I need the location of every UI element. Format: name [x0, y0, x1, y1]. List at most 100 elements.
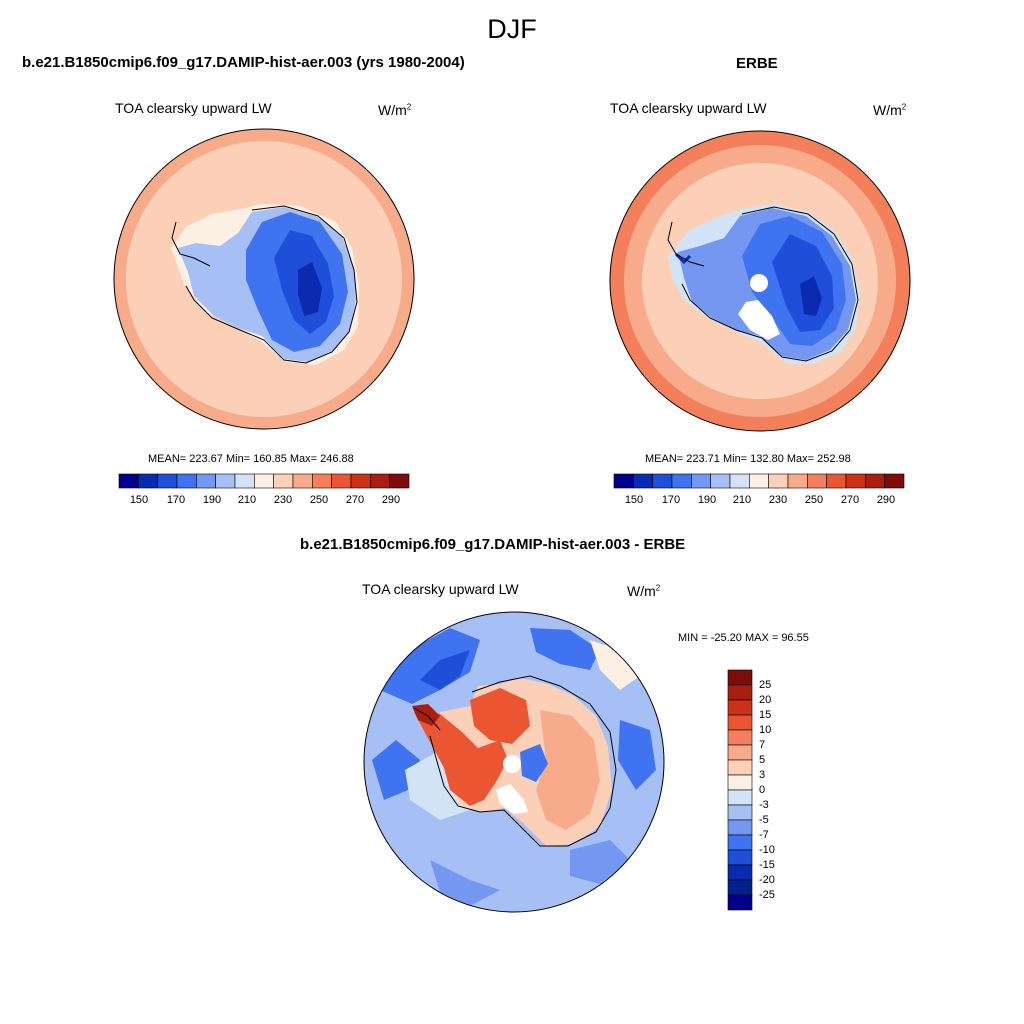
diff-positive-patch [470, 688, 530, 744]
obs-colorbar-swatch [845, 473, 866, 489]
obs-cbar-tick: 290 [876, 494, 896, 506]
diff-colorbar-swatch [727, 669, 753, 686]
model-colorbar-swatch [370, 473, 390, 489]
diff-cbar-tick: 7 [759, 739, 766, 751]
model-cbar-tick: 230 [273, 494, 293, 506]
obs-colorbar-swatch [749, 473, 769, 489]
model-colorbar-swatch [292, 473, 313, 489]
diff-negative-patch [380, 628, 480, 704]
diff-colorbar-swatch [727, 744, 753, 761]
diff-colorbar-swatch [727, 774, 753, 791]
model-colorbar-swatch [350, 473, 371, 489]
obs-cbar-tick: 270 [840, 494, 860, 506]
model-stats: MEAN= 223.67 Min= 160.85 Max= 246.88 [148, 453, 354, 465]
obs-missing-shelf [738, 300, 780, 340]
diff-variable-label: TOA clearsky upward LW [362, 581, 519, 597]
obs-panel-title: ERBE [736, 55, 778, 72]
diff-colorbar-swatch [727, 789, 753, 806]
model-cbar-tick: 190 [202, 494, 222, 506]
model-cbar-tick: 270 [345, 494, 365, 506]
diff-negative-patch [618, 720, 656, 790]
diff-colorbar-swatch [727, 759, 753, 776]
diff-cbar-tick: -5 [759, 814, 769, 826]
diff-cbar-tick: -25 [759, 889, 775, 901]
diff-negative-patch [530, 628, 600, 670]
obs-stats: MEAN= 223.71 Min= 132.80 Max= 252.98 [645, 453, 851, 465]
obs-colorbar-swatch [768, 473, 789, 489]
diff-colorbar-swatch [727, 804, 753, 821]
diff-stats: MIN = -25.20 MAX = 96.55 [678, 632, 809, 644]
diff-cbar-tick: -20 [759, 874, 775, 886]
model-colorbar-swatch [234, 473, 255, 489]
obs-cbar-tick: 210 [732, 494, 752, 506]
model-colorbar-swatch [138, 473, 158, 489]
obs-colorbar-swatch [865, 473, 885, 489]
diff-colorbar-swatch [727, 819, 753, 836]
obs-colorbar-swatch [633, 473, 653, 489]
diff-coastline [413, 675, 617, 847]
obs-colorbar [613, 473, 905, 489]
diff-cbar-tick: 20 [759, 694, 772, 706]
diff-colorbar-swatch [727, 729, 753, 746]
diff-units: W/m2 [627, 583, 661, 599]
diff-colorbar-swatch [727, 864, 753, 881]
obs-cbar-tick: 230 [768, 494, 788, 506]
model-variable-label: TOA clearsky upward LW [115, 100, 272, 116]
obs-units: W/m2 [873, 102, 907, 118]
obs-colorbar-swatch [613, 473, 634, 489]
obs-peninsula-minimum [674, 252, 692, 265]
diff-cbar-tick: -3 [759, 799, 769, 811]
model-cbar-tick: 170 [166, 494, 186, 506]
obs-colorbar-swatch [884, 473, 905, 489]
obs-ice-sheet-min [800, 276, 822, 316]
model-colorbar-swatch [157, 473, 178, 489]
diff-cbar-tick: 15 [759, 709, 772, 721]
diff-negative-patch [570, 840, 630, 884]
model-cbar-tick: 250 [309, 494, 329, 506]
obs-cbar-tick: 190 [697, 494, 717, 506]
diff-pole-negative [520, 744, 548, 782]
diff-strong-negative [420, 650, 470, 690]
model-cbar-tick: 150 [129, 494, 149, 506]
model-colorbar-swatch [389, 473, 410, 489]
obs-coastline [667, 206, 859, 362]
obs-polar-map [609, 130, 911, 432]
model-colorbar-swatch [176, 473, 197, 489]
model-cbar-tick: 290 [381, 494, 401, 506]
model-colorbar-swatch [215, 473, 236, 489]
obs-colorbar-swatch [710, 473, 731, 489]
model-colorbar-swatch [312, 473, 332, 489]
model-colorbar-swatch [331, 473, 352, 489]
model-polar-map [113, 128, 415, 430]
obs-colorbar-swatch [826, 473, 847, 489]
obs-missing-pole [750, 274, 768, 292]
diff-polar-map [363, 611, 665, 913]
diff-negative-patch [430, 860, 500, 906]
model-colorbar [118, 473, 410, 489]
obs-variable-label: TOA clearsky upward LW [610, 100, 767, 116]
model-panel-title: b.e21.B1850cmip6.f09_g17.DAMIP-hist-aer.… [22, 54, 465, 71]
diff-cbar-tick: 10 [759, 724, 772, 736]
model-colorbar-swatch [273, 473, 294, 489]
obs-colorbar-swatch [787, 473, 808, 489]
model-units: W/m2 [378, 102, 412, 118]
model-map-border [113, 128, 415, 430]
model-colorbar-swatch [254, 473, 274, 489]
diff-colorbar-swatch [727, 834, 753, 851]
diff-colorbar-swatch [727, 849, 753, 866]
diff-cbar-tick: -7 [759, 829, 769, 841]
obs-colorbar-swatch [807, 473, 827, 489]
diff-missing-shelf [496, 784, 528, 814]
obs-map-border [609, 130, 911, 432]
obs-cbar-tick: 150 [624, 494, 644, 506]
diff-colorbar-swatch [727, 699, 753, 716]
diff-cbar-tick: 0 [759, 784, 766, 796]
diff-colorbar-swatch [727, 714, 753, 731]
diff-map-border [363, 611, 665, 913]
diff-near-zero-patch [590, 640, 640, 690]
obs-colorbar-swatch [671, 473, 692, 489]
model-ice-sheet-min [298, 262, 322, 316]
model-colorbar-swatch [118, 473, 139, 489]
model-colorbar-swatch [196, 473, 216, 489]
